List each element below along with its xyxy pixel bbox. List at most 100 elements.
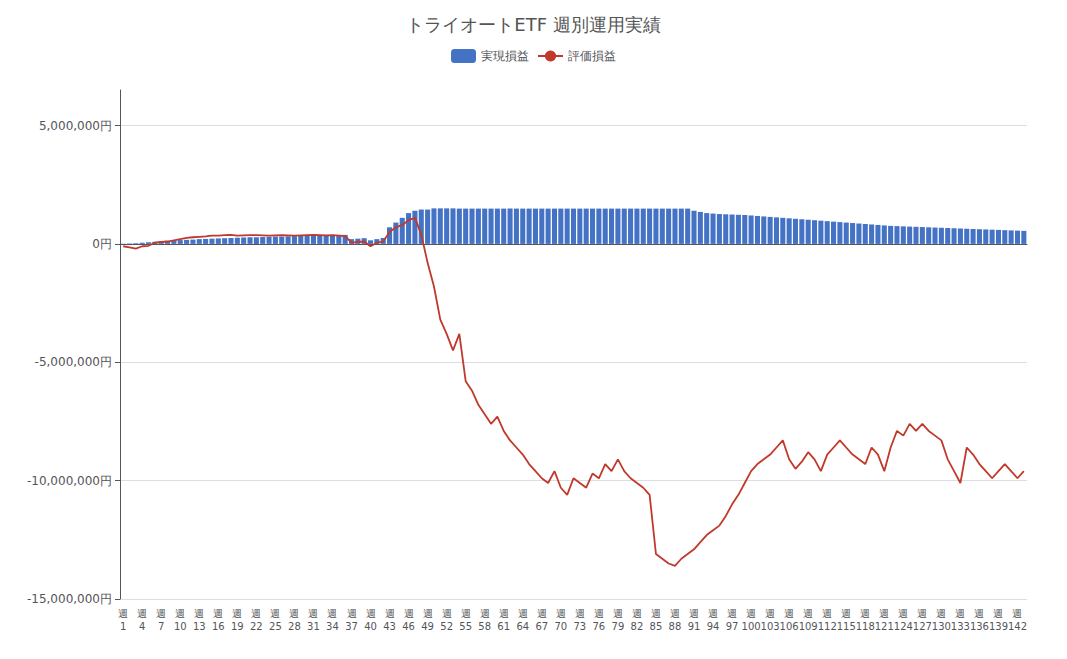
svg-text:週: 週 — [594, 608, 604, 619]
svg-text:97: 97 — [726, 621, 739, 632]
svg-text:-5,000,000円: -5,000,000円 — [35, 355, 112, 369]
svg-text:100: 100 — [742, 621, 761, 632]
svg-text:88: 88 — [669, 621, 682, 632]
svg-text:週: 週 — [803, 608, 813, 619]
svg-text:22: 22 — [250, 621, 263, 632]
svg-text:4: 4 — [139, 621, 145, 632]
svg-text:70: 70 — [554, 621, 567, 632]
svg-text:週: 週 — [137, 608, 147, 619]
svg-text:週: 週 — [347, 608, 357, 619]
svg-text:115: 115 — [837, 621, 856, 632]
svg-text:週: 週 — [385, 608, 395, 619]
svg-text:73: 73 — [573, 621, 586, 632]
svg-text:-10,000,000円: -10,000,000円 — [27, 474, 112, 488]
svg-text:週: 週 — [670, 608, 680, 619]
svg-text:43: 43 — [383, 621, 396, 632]
svg-text:週: 週 — [537, 608, 547, 619]
svg-text:週: 週 — [632, 608, 642, 619]
svg-text:64: 64 — [516, 621, 529, 632]
svg-text:週: 週 — [955, 608, 965, 619]
svg-text:55: 55 — [459, 621, 472, 632]
svg-text:評価損益: 評価損益 — [568, 49, 616, 63]
svg-text:16: 16 — [212, 621, 225, 632]
svg-text:82: 82 — [631, 621, 644, 632]
svg-text:49: 49 — [421, 621, 434, 632]
svg-text:週: 週 — [879, 608, 889, 619]
svg-text:週: 週 — [213, 608, 223, 619]
svg-text:週: 週 — [289, 608, 299, 619]
svg-text:1: 1 — [120, 621, 126, 632]
svg-text:94: 94 — [707, 621, 720, 632]
svg-text:136: 136 — [970, 621, 989, 632]
svg-text:52: 52 — [440, 621, 453, 632]
svg-text:46: 46 — [402, 621, 415, 632]
svg-text:13: 13 — [193, 621, 206, 632]
svg-text:週: 週 — [898, 608, 908, 619]
svg-text:112: 112 — [818, 621, 837, 632]
svg-text:130: 130 — [932, 621, 951, 632]
svg-text:トライオートETF 週別運用実績: トライオートETF 週別運用実績 — [406, 14, 660, 35]
svg-text:週: 週 — [936, 608, 946, 619]
svg-text:85: 85 — [650, 621, 663, 632]
svg-text:週: 週 — [404, 608, 414, 619]
svg-text:34: 34 — [326, 621, 339, 632]
svg-text:週: 週 — [841, 608, 851, 619]
svg-text:28: 28 — [288, 621, 301, 632]
svg-text:103: 103 — [761, 621, 780, 632]
svg-text:10: 10 — [174, 621, 187, 632]
svg-text:31: 31 — [307, 621, 320, 632]
svg-text:5,000,000円: 5,000,000円 — [39, 119, 112, 133]
svg-text:週: 週 — [518, 608, 528, 619]
svg-text:週: 週 — [689, 608, 699, 619]
svg-text:133: 133 — [951, 621, 970, 632]
svg-text:週: 週 — [194, 608, 204, 619]
svg-text:週: 週 — [251, 608, 261, 619]
svg-text:7: 7 — [158, 621, 164, 632]
svg-text:19: 19 — [231, 621, 244, 632]
svg-text:週: 週 — [308, 608, 318, 619]
svg-text:142: 142 — [1008, 621, 1027, 632]
svg-text:週: 週 — [1012, 608, 1022, 619]
svg-text:週: 週 — [727, 608, 737, 619]
svg-text:121: 121 — [875, 621, 894, 632]
svg-text:139: 139 — [989, 621, 1008, 632]
svg-text:25: 25 — [269, 621, 282, 632]
svg-text:週: 週 — [993, 608, 1003, 619]
svg-text:91: 91 — [688, 621, 701, 632]
svg-text:40: 40 — [364, 621, 377, 632]
svg-text:週: 週 — [156, 608, 166, 619]
svg-text:67: 67 — [535, 621, 548, 632]
svg-text:週: 週 — [822, 608, 832, 619]
svg-text:106: 106 — [780, 621, 799, 632]
svg-text:週: 週 — [270, 608, 280, 619]
svg-text:週: 週 — [118, 608, 128, 619]
svg-text:週: 週 — [708, 608, 718, 619]
svg-text:124: 124 — [894, 621, 913, 632]
svg-text:週: 週 — [860, 608, 870, 619]
svg-text:127: 127 — [913, 621, 932, 632]
svg-text:週: 週 — [480, 608, 490, 619]
svg-text:週: 週 — [232, 608, 242, 619]
svg-text:76: 76 — [593, 621, 606, 632]
svg-text:0円: 0円 — [92, 237, 112, 251]
svg-text:週: 週 — [461, 608, 471, 619]
svg-text:週: 週 — [442, 608, 452, 619]
svg-text:58: 58 — [478, 621, 491, 632]
svg-text:週: 週 — [499, 608, 509, 619]
svg-text:週: 週 — [327, 608, 337, 619]
svg-text:週: 週 — [613, 608, 623, 619]
svg-text:週: 週 — [765, 608, 775, 619]
svg-text:週: 週 — [556, 608, 566, 619]
svg-text:-15,000,000円: -15,000,000円 — [27, 592, 112, 606]
svg-text:週: 週 — [746, 608, 756, 619]
svg-text:79: 79 — [612, 621, 625, 632]
svg-text:週: 週 — [917, 608, 927, 619]
svg-text:37: 37 — [345, 621, 358, 632]
svg-text:週: 週 — [175, 608, 185, 619]
svg-text:週: 週 — [575, 608, 585, 619]
svg-text:週: 週 — [651, 608, 661, 619]
svg-text:週: 週 — [784, 608, 794, 619]
svg-text:118: 118 — [856, 621, 875, 632]
svg-text:実現損益: 実現損益 — [481, 49, 529, 63]
svg-text:週: 週 — [423, 608, 433, 619]
